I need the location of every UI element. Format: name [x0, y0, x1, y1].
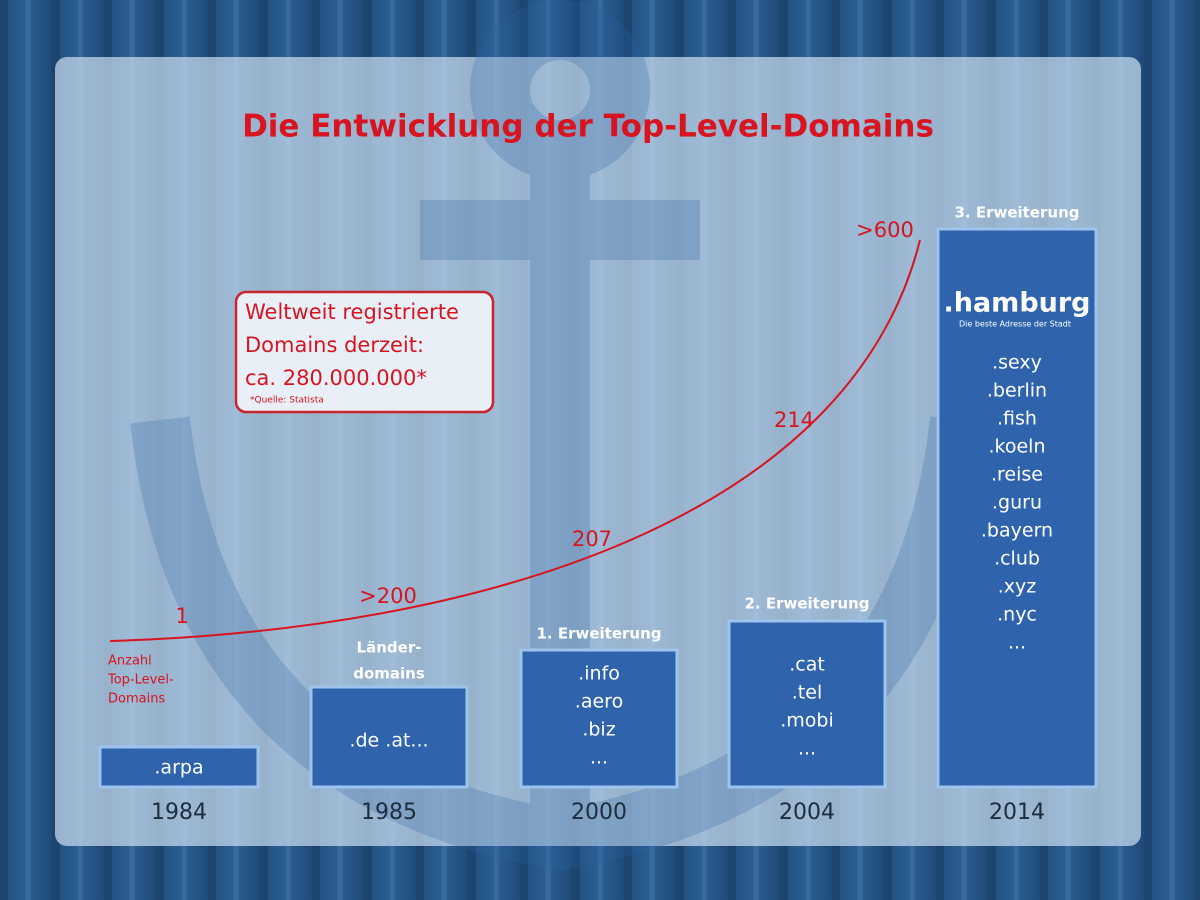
domain-item: .sexy [992, 352, 1042, 374]
domain-item: .info [578, 663, 620, 685]
domain-item: .mobi [780, 710, 834, 732]
domain-item: .club [994, 548, 1040, 570]
domain-box [519, 648, 679, 789]
domain-item: ... [1008, 632, 1026, 654]
domain-item: .fish [997, 408, 1037, 430]
year-label: 1984 [151, 800, 207, 825]
callout-line: Weltweit registrierte [245, 300, 459, 324]
domain-item: .cat [789, 654, 825, 676]
callout-source: *Quelle: Statista [250, 396, 324, 406]
year-label: 2004 [779, 800, 835, 825]
curve-count: 1 [175, 604, 188, 628]
curve-count: >200 [359, 584, 417, 608]
domain-item: .biz [582, 719, 615, 741]
domain-box [936, 227, 1098, 789]
column-heading: 2. Erweiterung [744, 595, 869, 613]
domain-box [98, 745, 260, 789]
callout-line: ca. 280.000.000* [245, 366, 427, 390]
domain-item: .koeln [989, 436, 1046, 458]
growth-curve [109, 239, 921, 642]
domain-item: .berlin [987, 380, 1047, 402]
domain-item: .reise [991, 464, 1043, 486]
domain-item: .nyc [997, 604, 1037, 626]
domain-item: .arpa [154, 757, 203, 779]
callout-line: Domains derzeit: [245, 333, 424, 357]
domain-box [727, 619, 887, 789]
domain-item: .guru [992, 492, 1042, 514]
curve-count: 214 [774, 408, 814, 432]
year-label: 1985 [361, 800, 417, 825]
column-heading: 3. Erweiterung [954, 204, 1079, 222]
title: Die Entwicklung der Top-Level-Domains [242, 109, 934, 145]
domain-item: ... [590, 747, 608, 769]
curve-count: 207 [572, 527, 612, 551]
logo-name: .hamburg [943, 288, 1090, 319]
column-heading: 1. Erweiterung [536, 625, 661, 643]
curve-axis-label: Domains [108, 692, 165, 707]
domain-item: .bayern [981, 520, 1053, 542]
domain-item: .aero [575, 691, 623, 713]
year-label: 2014 [989, 800, 1045, 825]
curve-count: >600 [856, 218, 914, 242]
curve-axis-label: Anzahl [108, 654, 152, 669]
domain-item: ... [798, 738, 816, 760]
domain-item: .de .at... [349, 730, 428, 752]
column-heading: domains [353, 665, 425, 683]
column-heading: Länder- [357, 639, 422, 657]
curve-axis-label: Top-Level- [107, 673, 174, 688]
domain-box [309, 685, 469, 789]
logo-tagline: Die beste Adresse der Stadt [959, 320, 1071, 329]
year-label: 2000 [571, 800, 627, 825]
callout-box [234, 290, 495, 414]
domain-item: .tel [792, 682, 822, 704]
domain-item: .xyz [998, 576, 1037, 598]
